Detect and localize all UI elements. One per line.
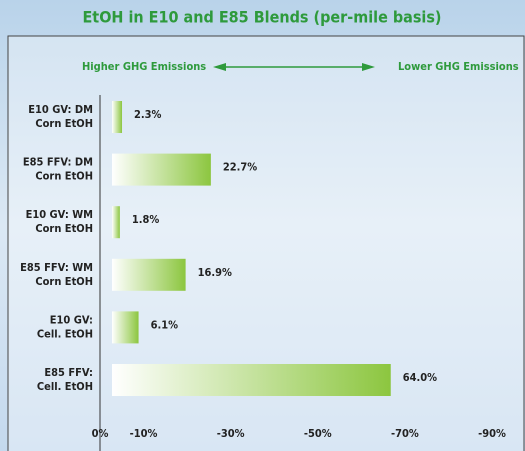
bar <box>112 258 186 291</box>
x-tick-label: -50% <box>304 427 332 440</box>
bar <box>112 311 139 344</box>
x-tick-label: -30% <box>217 427 245 440</box>
x-tick-label: -10% <box>130 427 158 440</box>
value-label: 2.3% <box>134 108 162 121</box>
category-label: Corn EtOH <box>35 117 93 130</box>
x-tick-label: -90% <box>478 427 506 440</box>
category-label: E85 FFV: <box>44 366 93 379</box>
bar <box>112 364 391 396</box>
category-label: E85 FFV: WM <box>20 261 93 274</box>
category-label: E10 GV: DM <box>28 103 93 116</box>
annotation: Higher GHG Emissions <box>82 60 206 73</box>
annotation: Lower GHG Emissions <box>398 60 519 73</box>
value-label: 22.7% <box>223 161 257 174</box>
category-label: E10 GV: <box>50 313 93 326</box>
value-label: 6.1% <box>151 318 179 331</box>
value-label: 16.9% <box>198 266 232 279</box>
bar <box>112 206 120 239</box>
value-label: 1.8% <box>132 213 160 226</box>
category-label: E10 GV: WM <box>26 208 93 221</box>
x-tick-label: -70% <box>391 427 419 440</box>
chart-title: EtOH in E10 and E85 Blends (per-mile bas… <box>82 8 441 27</box>
bar <box>112 101 123 133</box>
value-label: 64.0% <box>403 371 437 384</box>
category-label: Corn EtOH <box>35 275 93 288</box>
category-label: Corn EtOH <box>35 222 93 235</box>
category-label: Cell. EtOH <box>37 327 93 340</box>
bar <box>112 153 211 186</box>
category-label: E85 FFV: DM <box>23 156 93 169</box>
category-label: Corn EtOH <box>35 170 93 183</box>
x-tick-label: 0% <box>92 427 109 440</box>
category-label: Cell. EtOH <box>37 380 93 393</box>
